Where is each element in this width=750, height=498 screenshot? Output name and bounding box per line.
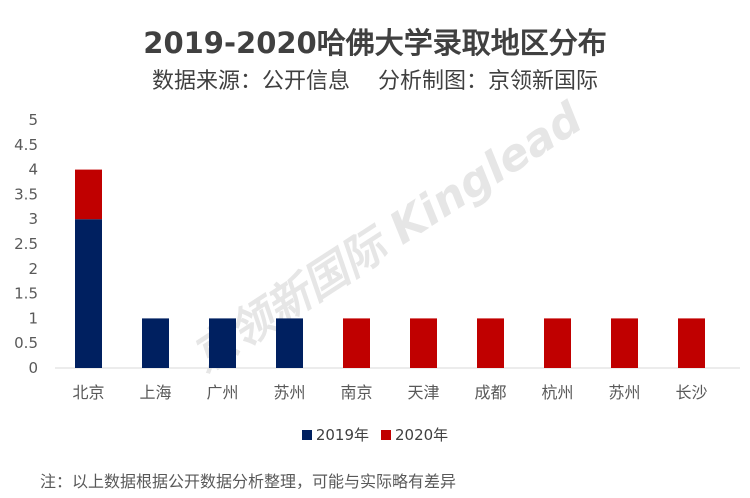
bar-2020年-天津 xyxy=(410,318,437,368)
legend: 2019年 2020年 xyxy=(0,424,750,445)
legend-item: 2020年 xyxy=(381,424,448,445)
bar-2020年-成都 xyxy=(477,318,504,368)
y-tick-label: 1 xyxy=(28,309,38,327)
x-tick-label: 上海 xyxy=(139,383,171,402)
legend-label: 2019年 xyxy=(315,426,369,444)
x-tick-label: 南京 xyxy=(340,383,372,402)
legend-item: 2019年 xyxy=(301,424,369,445)
x-tick-label: 广州 xyxy=(206,383,238,402)
y-tick-label: 3 xyxy=(28,210,38,228)
bar-2020年-苏州 xyxy=(611,318,638,368)
chart-subtitle: 数据来源：公开信息 分析制图：京领新国际 xyxy=(152,69,598,94)
y-tick-label: 4 xyxy=(28,161,38,179)
x-tick-label: 北京 xyxy=(72,383,104,402)
legend-swatch xyxy=(301,429,312,440)
y-tick-label: 0 xyxy=(28,359,38,377)
bar-2019年-广州 xyxy=(209,318,236,368)
y-tick-label: 2.5 xyxy=(14,235,38,253)
bar-2019年-北京 xyxy=(75,219,102,368)
bar-2019年-苏州 xyxy=(276,318,303,368)
chart-title: 2019-2020哈佛大学录取地区分布 xyxy=(143,26,607,60)
x-tick-label: 苏州 xyxy=(608,383,640,402)
y-tick-label: 3.5 xyxy=(14,185,38,203)
footnote: 注：以上数据根据公开数据分析整理，可能与实际略有差异 xyxy=(40,472,457,491)
watermark: 京领新国际 Kinglead xyxy=(183,93,591,383)
y-tick-label: 4.5 xyxy=(14,136,38,154)
legend-label: 2020年 xyxy=(395,426,449,444)
x-tick-label: 长沙 xyxy=(675,383,707,402)
bar-2020年-南京 xyxy=(343,318,370,368)
legend-swatch xyxy=(381,429,391,440)
x-tick-label: 成都 xyxy=(474,383,506,402)
bar-2020年-杭州 xyxy=(544,318,571,368)
y-tick-label: 1.5 xyxy=(14,285,38,303)
bar-2020年-长沙 xyxy=(678,318,705,368)
x-tick-label: 苏州 xyxy=(273,383,305,402)
x-tick-label: 杭州 xyxy=(541,383,573,402)
y-tick-label: 2 xyxy=(28,260,38,278)
bar-2020年-北京 xyxy=(75,169,102,220)
bar-2019年-上海 xyxy=(142,318,169,368)
y-tick-label: 0.5 xyxy=(14,334,38,352)
y-tick-label: 5 xyxy=(28,111,38,129)
x-tick-label: 天津 xyxy=(407,383,439,402)
